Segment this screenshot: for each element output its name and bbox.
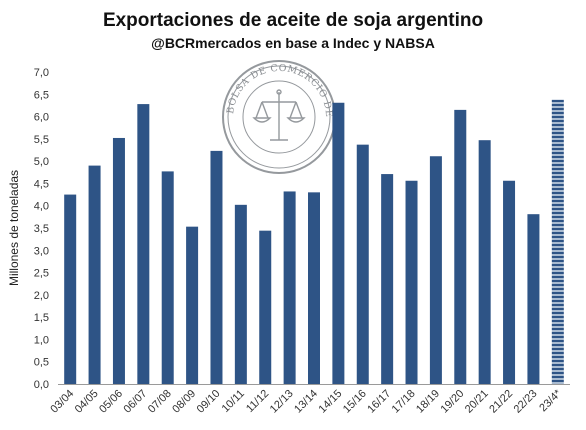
y-tick-label: 2,0 xyxy=(34,290,49,302)
x-tick-label: 15/16 xyxy=(341,388,369,416)
x-tick-label: 16/17 xyxy=(365,388,393,416)
bar xyxy=(332,102,345,385)
x-tick-label: 05/06 xyxy=(97,388,125,416)
bar xyxy=(527,214,540,384)
y-tick-label: 6,5 xyxy=(34,89,49,101)
bar xyxy=(64,194,77,384)
x-tick-label: 20/21 xyxy=(463,388,491,416)
bar xyxy=(259,230,272,384)
y-tick-label: 3,0 xyxy=(34,245,49,257)
bar xyxy=(112,137,125,384)
x-tick-label: 03/04 xyxy=(48,388,76,416)
y-tick-label: 4,5 xyxy=(34,178,49,190)
y-tick-label: 0,0 xyxy=(34,379,49,391)
bar xyxy=(283,191,296,384)
bar xyxy=(137,104,150,384)
estimate-bar xyxy=(551,99,564,385)
y-tick-label: 6,0 xyxy=(34,112,49,124)
x-tick-label: 19/20 xyxy=(438,388,466,416)
y-tick-label: 2,5 xyxy=(34,268,49,280)
x-tick-label: 21/22 xyxy=(487,388,515,416)
bar xyxy=(88,165,101,384)
x-tick-label: 09/10 xyxy=(195,388,223,416)
x-tick-label: 11/12 xyxy=(244,388,271,415)
scales-icon xyxy=(252,89,306,141)
x-tick-label: 10/11 xyxy=(220,388,247,415)
x-tick-label: 22/23 xyxy=(512,388,540,416)
y-tick-label: 5,5 xyxy=(34,134,49,146)
y-tick-label: 1,5 xyxy=(34,312,49,324)
bar xyxy=(478,140,491,384)
x-tick-label: 17/18 xyxy=(390,388,418,416)
bar xyxy=(308,192,320,384)
x-tick-label: 08/09 xyxy=(170,388,198,416)
bar xyxy=(161,171,174,384)
chart-title: Exportaciones de aceite de soja argentin… xyxy=(102,10,484,31)
y-tick-label: 0,5 xyxy=(34,357,49,369)
bar xyxy=(186,226,199,384)
y-tick-label: 7,0 xyxy=(34,67,49,79)
x-tick-label: 13/14 xyxy=(292,388,320,416)
bar xyxy=(405,180,418,384)
y-tick-label: 3,5 xyxy=(34,223,49,235)
seal-logo: BOLSA DE COMERCIO DE ROSARIO xyxy=(0,0,336,174)
x-tick-label: 23/4* xyxy=(537,387,564,414)
y-tick-label: 1,0 xyxy=(34,334,49,346)
x-tick-label: 06/07 xyxy=(122,388,150,416)
x-tick-label: 07/08 xyxy=(146,388,174,416)
bar xyxy=(429,156,442,384)
x-tick-label: 18/19 xyxy=(414,388,442,416)
bar xyxy=(210,150,223,384)
x-tick-label: 04/05 xyxy=(73,388,101,416)
bar xyxy=(503,180,516,384)
bar xyxy=(381,174,394,384)
y-tick-label: 5,0 xyxy=(34,156,49,168)
x-tick-label: 12/13 xyxy=(268,388,296,416)
bar xyxy=(454,109,467,384)
x-tick-label: 14/15 xyxy=(317,388,345,416)
bar xyxy=(234,204,247,384)
y-axis-label: Millones de toneladas xyxy=(7,170,21,286)
y-tick-label: 4,0 xyxy=(34,201,49,213)
chart-subtitle: @BCRmercados en base a Indec y NABSA xyxy=(151,35,435,51)
bar xyxy=(356,144,369,384)
